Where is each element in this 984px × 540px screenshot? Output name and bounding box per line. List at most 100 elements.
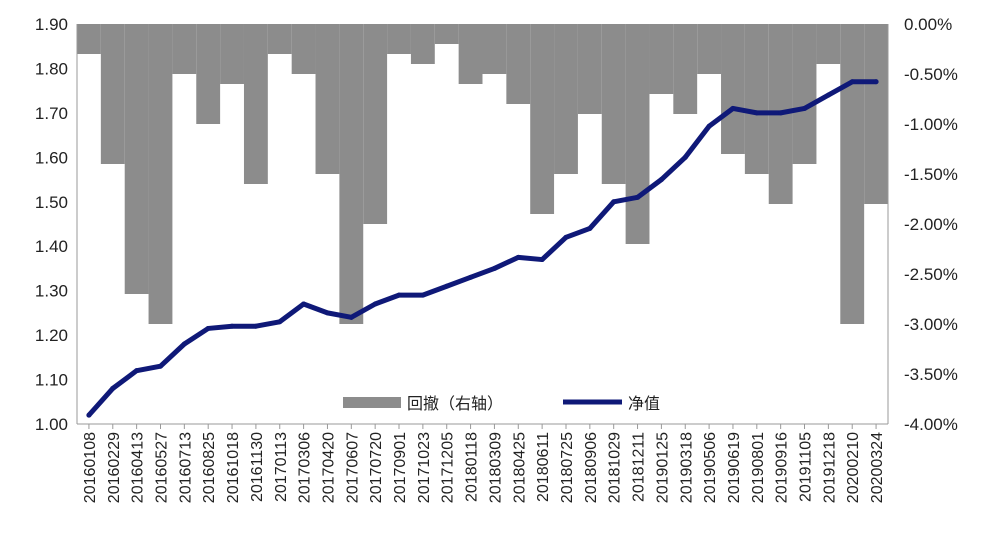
drawdown-bar	[697, 24, 722, 74]
drawdown-bar	[100, 24, 125, 164]
right-tick-label: -1.00%	[904, 115, 958, 134]
drawdown-bar	[864, 24, 888, 204]
legend-swatch-drawdown	[343, 397, 401, 408]
x-tick-label: 20181029	[607, 432, 624, 503]
nav-point	[491, 265, 497, 271]
nav-point	[682, 154, 688, 160]
nav-point	[324, 310, 330, 316]
drawdown-bar	[124, 24, 149, 294]
x-tick-label: 20180611	[535, 432, 552, 502]
legend: 回撤（右轴） 净值	[343, 395, 660, 413]
nav-point	[563, 234, 569, 240]
left-tick-label: 1.80	[35, 59, 68, 78]
nav-point	[157, 363, 163, 369]
x-tick-label: 20170420	[320, 432, 337, 503]
x-tick-label: 20180425	[511, 432, 528, 503]
nav-point	[110, 385, 116, 391]
drawdown-bar	[649, 24, 674, 94]
drawdown-bar	[792, 24, 817, 164]
x-tick-label: 20171023	[416, 432, 433, 503]
left-tick-label: 1.90	[35, 15, 68, 34]
x-tick-label: 20190506	[702, 432, 719, 503]
nav-point	[539, 257, 545, 263]
right-tick-label: 0.00%	[904, 15, 952, 34]
nav-point	[754, 110, 760, 116]
drawdown-bar	[530, 24, 555, 214]
x-tick-label: 20170607	[344, 432, 361, 503]
x-tick-label: 20171205	[440, 432, 457, 503]
right-tick-label: -2.50%	[904, 265, 958, 284]
x-tick-label: 20190916	[774, 432, 791, 503]
left-axis-ticks: 1.90 1.80 1.70 1.60 1.50 1.40 1.30 1.20 1.10 1.00	[35, 15, 68, 434]
drawdown-bar	[506, 24, 531, 104]
x-tick-label: 20160108	[82, 432, 99, 503]
nav-line-series	[86, 79, 879, 418]
x-tick-label: 20160413	[130, 432, 147, 503]
drawdown-bar	[554, 24, 578, 174]
left-tick-label: 1.40	[35, 237, 68, 256]
nav-point	[515, 254, 521, 260]
drawdown-bar	[220, 24, 244, 84]
right-tick-label: -3.50%	[904, 365, 958, 384]
drawdown-bar	[482, 24, 507, 74]
drawdown-bar	[148, 24, 173, 324]
legend-label-nav: 净值	[628, 395, 660, 413]
x-tick-label: 20160825	[201, 432, 218, 503]
nav-point	[611, 199, 617, 205]
left-tick-label: 1.20	[35, 326, 68, 345]
right-tick-label: -0.50%	[904, 65, 958, 84]
drawdown-bar	[243, 24, 268, 184]
nav-point	[802, 105, 808, 111]
nav-point	[134, 368, 140, 374]
x-tick-label: 20181211	[631, 432, 648, 502]
nav-point	[86, 412, 92, 418]
x-tick-label: 20160713	[177, 432, 194, 503]
x-tick-label: 20190125	[654, 432, 671, 503]
x-tick-label: 20161130	[249, 432, 266, 502]
x-axis-ticks: 20160108 20160229 20160413 20160527 20160713…	[82, 424, 886, 503]
right-tick-label: -4.00%	[904, 415, 958, 434]
left-tick-label: 1.00	[35, 415, 68, 434]
nav-point	[348, 314, 354, 320]
x-tick-label: 20160229	[106, 432, 123, 503]
drawdown-area-series	[77, 24, 888, 324]
left-tick-label: 1.60	[35, 148, 68, 167]
right-tick-label: -1.50%	[904, 165, 958, 184]
nav-point	[468, 274, 474, 280]
drawdown-bar	[625, 24, 650, 244]
nav-point	[181, 341, 187, 347]
x-tick-label: 20191105	[798, 432, 815, 502]
drawdown-bar	[172, 24, 197, 74]
x-tick-label: 20180906	[583, 432, 600, 503]
x-tick-label: 20161018	[225, 432, 242, 503]
drawdown-bar	[387, 24, 411, 54]
x-tick-label: 20200324	[869, 432, 886, 503]
x-tick-label: 20170113	[273, 432, 290, 502]
right-tick-label: -2.00%	[904, 215, 958, 234]
drawdown-bar	[315, 24, 340, 174]
nav-point	[444, 283, 450, 289]
nav-point	[587, 225, 593, 231]
drawdown-bar	[410, 24, 435, 64]
nav-point	[873, 79, 879, 85]
nav-point	[825, 92, 831, 98]
nav-point	[849, 79, 855, 85]
x-tick-label: 20191218	[821, 432, 838, 503]
nav-point	[253, 323, 259, 329]
drawdown-bar	[363, 24, 388, 224]
right-tick-label: -3.00%	[904, 315, 958, 334]
drawdown-bar	[577, 24, 602, 114]
nav-point	[205, 325, 211, 331]
nav-point	[372, 301, 378, 307]
drawdown-bar	[840, 24, 865, 324]
left-tick-label: 1.30	[35, 282, 68, 301]
x-tick-label: 20170901	[392, 432, 409, 503]
drawdown-bar	[721, 24, 745, 154]
nav-point	[301, 301, 307, 307]
x-tick-label: 20180309	[487, 432, 504, 503]
drawdown-bar	[267, 24, 292, 54]
x-tick-label: 20160527	[153, 432, 170, 503]
left-tick-label: 1.50	[35, 193, 68, 212]
drawdown-bar	[291, 24, 316, 74]
